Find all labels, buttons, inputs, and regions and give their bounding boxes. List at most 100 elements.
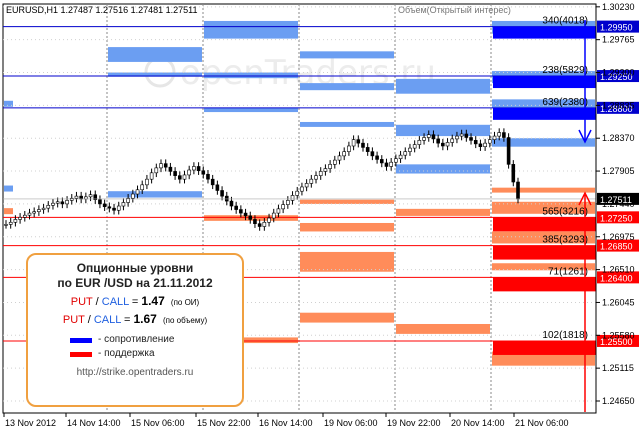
candle-body [351, 139, 356, 147]
candle-body [389, 161, 393, 167]
candle-body [131, 193, 135, 199]
candle-body [126, 197, 130, 203]
legend-resistance: - сопротивление [70, 333, 242, 347]
edge-zone [4, 100, 13, 107]
candle-body [300, 186, 304, 192]
oi-label: 238(5829) [542, 65, 588, 76]
candle-body [323, 168, 328, 172]
symbol-header: EURUSD,H1 1.27487 1.27516 1.27481 1.2751… [6, 5, 197, 15]
candle-body [18, 217, 22, 220]
candle-body [187, 169, 191, 176]
level-tag-label: 1.25500 [600, 337, 633, 347]
candle-body [168, 166, 173, 172]
candle-body [394, 158, 398, 163]
candle-body [248, 215, 253, 220]
candle-body [182, 174, 187, 180]
ratio-oi-note: (по ОИ) [170, 298, 200, 307]
legend-support-text: - поддержка [98, 348, 155, 359]
candle-body [22, 214, 27, 218]
ratio-vol-row: PUT / CALL = 1.67 (по объему) [28, 311, 242, 329]
candle-body [347, 145, 351, 152]
candle-body [159, 163, 163, 169]
candle-body [328, 164, 332, 169]
candle-body [112, 207, 116, 211]
candle-body [455, 135, 459, 140]
y-tick-label: 1.28370 [602, 133, 635, 143]
candle-body [173, 171, 177, 176]
level-tag [597, 211, 639, 224]
resistance-zone [396, 124, 490, 137]
candle-body [229, 200, 234, 207]
legend-resistance-text: - сопротивление [98, 334, 175, 345]
candle-body [206, 173, 210, 180]
candle-body [154, 167, 159, 174]
candle-body [290, 195, 295, 201]
ratio-vol-note: (по объему) [162, 316, 208, 325]
candle-body [502, 132, 506, 138]
candle-body [4, 224, 8, 226]
candle-body [8, 221, 13, 225]
x-tick-label: 14 Nov 14:00 [67, 418, 121, 428]
support-zone [492, 187, 595, 193]
y-tick-label: 1.26045 [602, 297, 635, 307]
candle-body [192, 166, 196, 171]
level-tag [597, 70, 639, 83]
candle-body [55, 201, 60, 204]
candle-body [511, 164, 516, 183]
candle-body [27, 212, 32, 216]
level-tag-label: 1.29250 [600, 72, 633, 82]
x-tick-label: 20 Nov 14:00 [451, 418, 505, 428]
level-tag-label: 1.26400 [600, 273, 633, 283]
support-zone [492, 263, 595, 271]
candle-body [196, 166, 201, 172]
chart-header: EURUSD,H1 1.27487 1.27516 1.27481 1.2751… [6, 5, 511, 15]
candle-body [60, 201, 65, 205]
candle-body [116, 205, 121, 211]
x-tick-label: 19 Nov 22:00 [387, 418, 441, 428]
x-tick-label: 15 Nov 22:00 [197, 418, 251, 428]
candle-body [74, 195, 79, 199]
candle-body [436, 138, 440, 144]
candle-body [41, 207, 46, 210]
resistance-swatch [70, 337, 92, 343]
candle-body [488, 139, 492, 144]
oi-label: 385(3293) [542, 235, 588, 246]
candle-body [342, 151, 347, 157]
call-oi-bar [493, 107, 596, 120]
candle-body [46, 205, 51, 209]
y-tick-label: 1.30230 [602, 2, 635, 12]
y-tick-label: 1.25115 [602, 363, 634, 373]
resistance-zone [300, 121, 394, 127]
call-oi-bar [493, 76, 596, 89]
resistance-zone [204, 20, 298, 39]
support-zone [492, 351, 595, 366]
candle-body [257, 223, 262, 227]
candle-body [309, 178, 314, 184]
resistance-zone [108, 191, 202, 198]
candle-body [295, 190, 300, 196]
candle-body [13, 219, 18, 223]
candle-body [384, 162, 389, 167]
candle-body [379, 159, 384, 164]
x-tick-label: 16 Nov 14:00 [259, 418, 313, 428]
candle-body [32, 211, 36, 214]
level-tag-label: 1.26850 [600, 242, 633, 252]
candle-body [403, 151, 408, 156]
candle-body [201, 170, 206, 175]
x-tick-label: 21 Nov 06:00 [515, 418, 569, 428]
candle-body [483, 142, 487, 147]
x-tick-label: 15 Nov 06:00 [131, 418, 185, 428]
level-tag [597, 101, 639, 114]
level-tag-label: 1.27250 [600, 213, 633, 223]
candle-body [107, 206, 112, 209]
price-axis: 1.30230 1.29765 1.29300 1.28835 1.28370 1.279… [595, 2, 639, 413]
candle-body [478, 143, 483, 147]
time-axis: 13 Nov 2012 14 Nov 14:00 15 Nov 06:00 15 No… [3, 413, 569, 428]
call-label: CALL [101, 296, 129, 308]
candle-body [163, 163, 168, 168]
y-tick-label: 1.29300 [602, 68, 635, 78]
candle-body [234, 205, 238, 210]
candle-body [314, 175, 318, 180]
candle-body [492, 135, 497, 140]
resistance-zone [108, 72, 202, 77]
